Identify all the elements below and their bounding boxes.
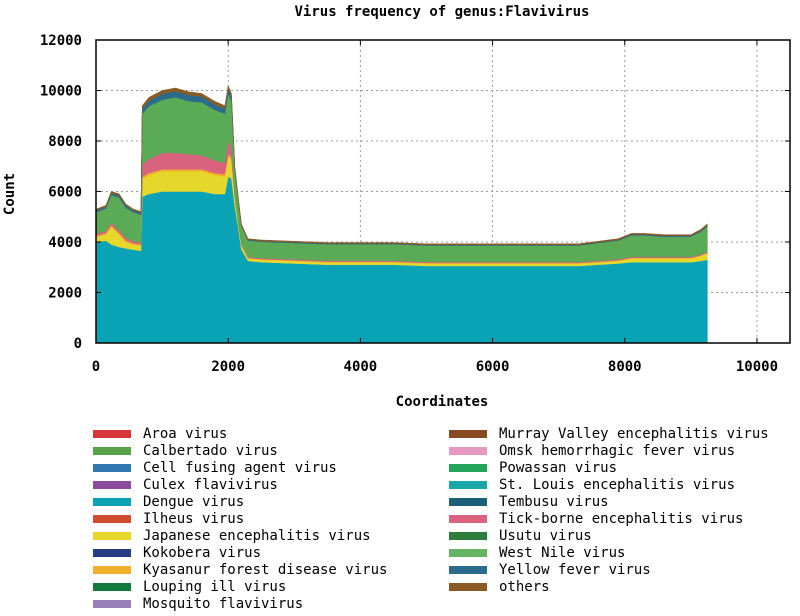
legend-swatch	[449, 582, 487, 591]
legend-item: others	[449, 578, 550, 595]
legend-item: St. Louis encephalitis virus	[449, 476, 735, 493]
legend-swatch	[449, 497, 487, 506]
legend-item: Kyasanur forest disease virus	[93, 561, 387, 578]
legend-label: St. Louis encephalitis virus	[499, 476, 736, 493]
y-tick-label: 0	[74, 336, 82, 352]
legend-item: Kokobera virus	[93, 544, 261, 561]
legend-label: Tick-borne encephalitis virus	[499, 510, 744, 527]
legend: Aroa virus Calbertado virus Cell fusing ag…	[93, 425, 793, 615]
legend-label: Tembusu virus	[499, 493, 609, 510]
legend-label: Kyasanur forest disease virus	[143, 561, 388, 578]
legend-item: Culex flavivirus	[93, 476, 278, 493]
area-series-others	[95, 84, 708, 246]
y-tick-label: 8000	[48, 134, 82, 150]
legend-label: Powassan virus	[499, 459, 618, 476]
legend-swatch	[449, 565, 487, 574]
legend-item: Dengue virus	[93, 493, 244, 510]
legend-swatch	[93, 480, 131, 489]
x-tick-label: 10000	[736, 359, 778, 375]
legend-item: Aroa virus	[93, 425, 227, 442]
x-axis-label: Coordinates	[396, 394, 489, 410]
legend-swatch	[93, 446, 131, 455]
x-tick-label: 6000	[476, 359, 510, 375]
legend-item: Calbertado virus	[93, 442, 278, 459]
chart-title: Virus frequency of genus:Flavivirus	[294, 4, 589, 20]
legend-item: Tick-borne encephalitis virus	[449, 510, 743, 527]
legend-swatch	[93, 531, 131, 540]
legend-swatch	[93, 497, 131, 506]
y-tick-label: 12000	[40, 33, 82, 49]
legend-label: Dengue virus	[143, 493, 245, 510]
legend-swatch	[449, 548, 487, 557]
legend-item: Tembusu virus	[449, 493, 609, 510]
x-tick-label: 0	[92, 359, 100, 375]
legend-swatch	[93, 599, 131, 608]
area-layer	[95, 84, 708, 344]
legend-swatch	[449, 463, 487, 472]
y-tick-label: 2000	[48, 286, 82, 302]
y-tick-label: 4000	[48, 235, 82, 251]
legend-item: Powassan virus	[449, 459, 617, 476]
legend-swatch	[449, 429, 487, 438]
legend-label: Omsk hemorrhagic fever virus	[499, 442, 736, 459]
y-tick-label: 6000	[48, 185, 82, 201]
legend-item: Omsk hemorrhagic fever virus	[449, 442, 735, 459]
legend-label: Murray Valley encephalitis virus	[499, 425, 769, 442]
legend-item: Cell fusing agent virus	[93, 459, 337, 476]
x-tick-label: 8000	[608, 359, 642, 375]
legend-item: Japanese encephalitis virus	[93, 527, 371, 544]
legend-label: Mosquito flavivirus	[143, 595, 304, 612]
legend-label: Cell fusing agent virus	[143, 459, 337, 476]
legend-label: Louping ill virus	[143, 578, 287, 595]
legend-item: Yellow fever virus	[449, 561, 651, 578]
x-tick-label: 4000	[344, 359, 378, 375]
legend-swatch	[449, 446, 487, 455]
legend-swatch	[93, 548, 131, 557]
legend-swatch	[93, 582, 131, 591]
legend-swatch	[93, 463, 131, 472]
y-tick-label: 10000	[40, 84, 82, 100]
x-tick-label: 2000	[211, 359, 245, 375]
legend-swatch	[449, 514, 487, 523]
legend-label: Kokobera virus	[143, 544, 262, 561]
legend-label: Calbertado virus	[143, 442, 278, 459]
legend-label: Aroa virus	[143, 425, 228, 442]
legend-swatch	[449, 480, 487, 489]
legend-item: Usutu virus	[449, 527, 592, 544]
legend-item: Louping ill virus	[93, 578, 286, 595]
legend-swatch	[93, 565, 131, 574]
y-axis-label: Count	[2, 173, 18, 215]
legend-item: Murray Valley encephalitis virus	[449, 425, 769, 442]
legend-label: Japanese encephalitis virus	[143, 527, 371, 544]
legend-swatch	[93, 429, 131, 438]
legend-item: West Nile virus	[449, 544, 625, 561]
chart-svg: Virus frequency of genus:Flavivirus 0 200…	[2, 4, 791, 410]
legend-swatch	[449, 531, 487, 540]
legend-label: others	[499, 578, 550, 595]
legend-label: West Nile virus	[499, 544, 626, 561]
legend-swatch	[93, 514, 131, 523]
legend-item: Ilheus virus	[93, 510, 244, 527]
legend-label: Culex flavivirus	[143, 476, 278, 493]
legend-label: Ilheus virus	[143, 510, 245, 527]
legend-label: Yellow fever virus	[499, 561, 651, 578]
legend-label: Usutu virus	[499, 527, 592, 544]
tick-layer: 0 2000 4000 6000 8000 10000 0 2000 4000 6000 8000 1…	[40, 33, 790, 375]
legend-item: Mosquito flavivirus	[93, 595, 303, 612]
